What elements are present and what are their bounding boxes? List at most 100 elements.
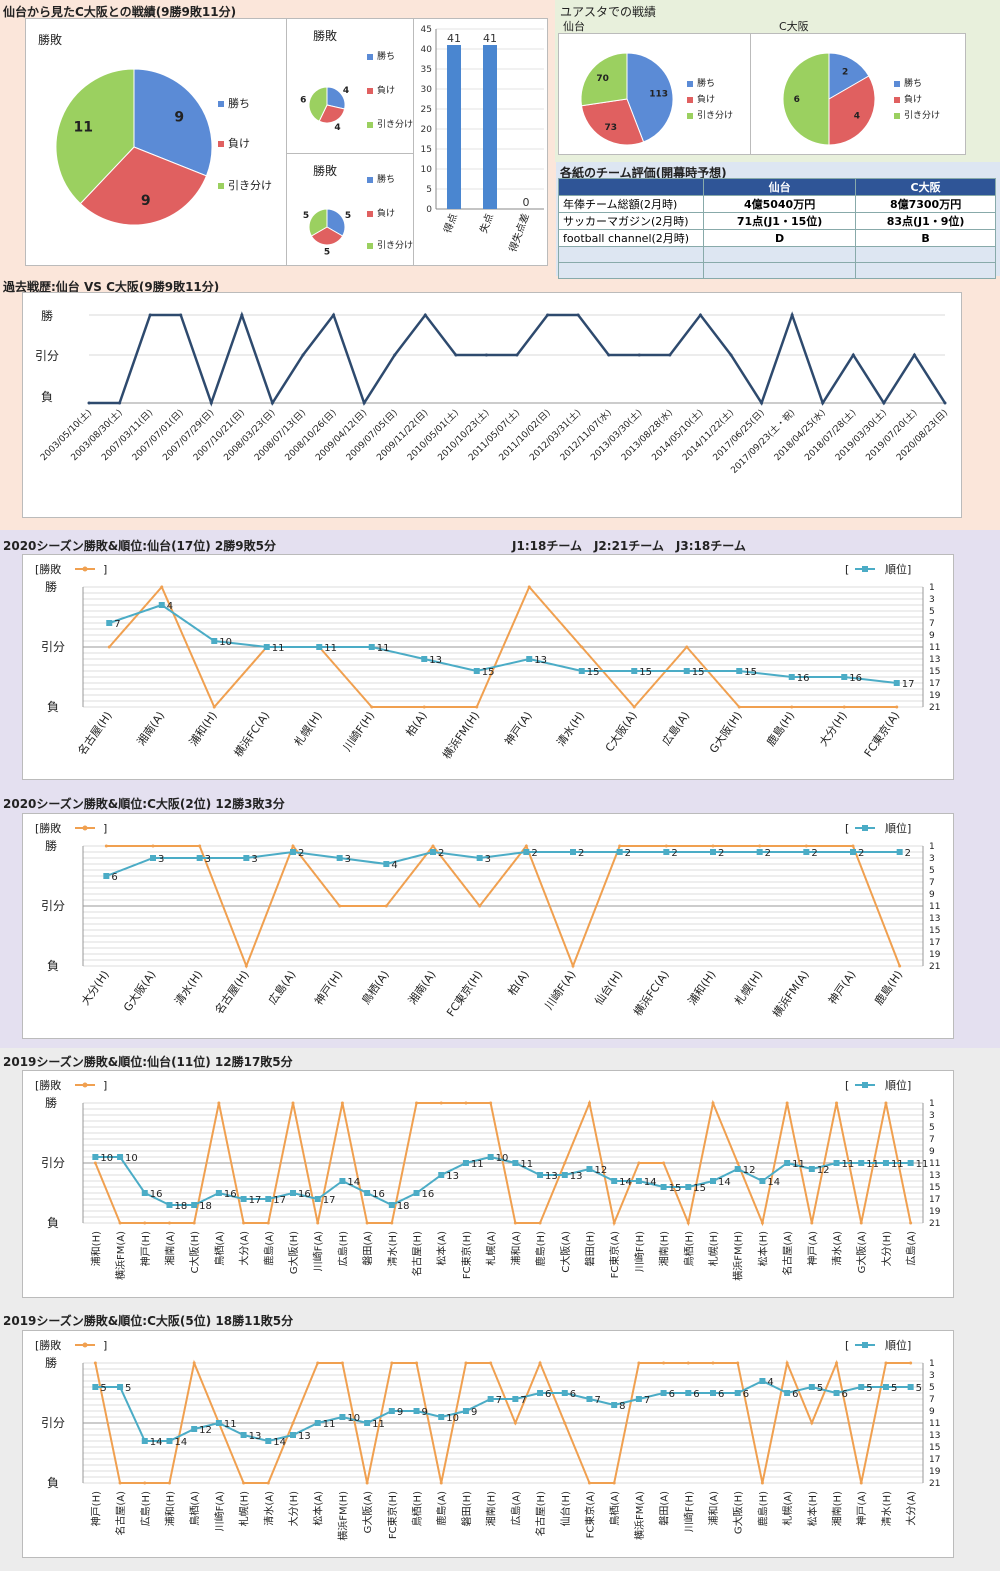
season-rank-tick-label: 15 <box>929 926 940 936</box>
season-opponent-label: FC東京(H) <box>386 1491 399 1539</box>
season-2020-cosaka-panel: 1 3 5 7 9 11 13 15 17 19 21 勝引分負 [勝敗][順位] 6 3 3 3 2 3 4 2 3 2 2… <box>22 813 954 1039</box>
evaluation-cell <box>855 246 996 263</box>
season-result-point <box>736 1361 740 1365</box>
season-result-point <box>422 705 426 709</box>
history-date-label: 2009/04/12(日) <box>313 407 369 463</box>
season-opponent-label: 浦和(H) <box>163 1491 176 1526</box>
season-rank-point <box>833 1390 840 1396</box>
evaluation-cell <box>702 262 857 279</box>
season-result-point <box>909 1361 913 1365</box>
goals-bar-chart: 0 5 10 15 20 25 30 35 40 45 41 得点 41 失点 0 得失点差 <box>421 25 544 254</box>
history-point <box>637 353 641 357</box>
season-rank-point <box>141 1438 148 1444</box>
history-date-label: 2010/10/23(土) <box>435 407 492 464</box>
small-pie-1-chart: 4 4 6 <box>300 86 349 133</box>
overall-pie-legend-loss: 負け <box>218 135 250 151</box>
season-result-point <box>160 585 164 589</box>
season-result-point <box>563 1161 567 1165</box>
season-legend-rank: 順位] <box>885 1338 911 1352</box>
season-rank-point <box>215 1190 222 1196</box>
season-opponent-label: G大阪(H) <box>732 1491 745 1534</box>
season-rank-point <box>893 680 900 686</box>
season-result-point <box>686 1221 690 1225</box>
pie-slice-win <box>626 52 674 143</box>
small-pie-1-legend-loss: 負け <box>367 83 395 96</box>
pie-label: 11 <box>74 120 93 136</box>
season-rank-label: 10 <box>446 1413 459 1424</box>
history-date-label: 2019/07/20(土) <box>863 407 920 464</box>
overall-pie-legend-draw: 引き分け <box>218 177 272 193</box>
season-rank-label: 16 <box>150 1189 163 1200</box>
pie-label: 6 <box>300 96 306 106</box>
season-result-point <box>835 1361 839 1365</box>
evaluation-row <box>558 262 996 279</box>
season-rank-label: 9 <box>397 1407 403 1418</box>
season-rank-point <box>833 1160 840 1166</box>
season-result-point <box>338 904 342 908</box>
season-result-point <box>151 844 155 848</box>
stadium-pie-sendai-legend-draw: 引き分け <box>687 108 733 121</box>
season-rank-label: 3 <box>345 854 351 865</box>
season-result-point <box>513 1221 517 1225</box>
season-rank-label: 11 <box>272 643 285 654</box>
season-opponent-label: 大分(A) <box>238 1231 251 1266</box>
season-opponent-label: 浦和(A) <box>707 1491 720 1526</box>
season-legend-rank-marker <box>862 1082 868 1088</box>
history-date-label: 2014/05/10(土) <box>649 407 706 464</box>
season-rank-label: 5 <box>916 1383 922 1394</box>
history-point <box>790 313 794 317</box>
season-opponent-label: 大分(H) <box>78 968 112 1008</box>
evaluation-cell <box>558 246 704 263</box>
season-opponent-label: 横浜FM(A) <box>114 1231 127 1280</box>
season-rank-label: 2 <box>811 848 817 859</box>
season-opponent-label: 川崎F(H) <box>682 1491 695 1532</box>
season-opponent-label: 札幌(H) <box>731 968 765 1008</box>
season-result-point <box>93 1361 97 1365</box>
evaluation-cell: 71点(J1・15位) <box>702 212 857 230</box>
season-opponent-label: 横浜FM(H) <box>439 709 482 762</box>
season-2019-sendai-title: 2019シーズン勝敗&順位:仙台(11位) 12勝17敗5分 <box>3 1055 293 1069</box>
season-rank-point <box>660 1184 667 1190</box>
season-opponent-label: 広島(A) <box>659 709 692 748</box>
season-rank-point <box>537 1390 544 1396</box>
season-rank-label: 16 <box>797 673 810 684</box>
season-rank-point <box>438 1172 445 1178</box>
season-opponent-label: 松本(H) <box>806 1491 819 1526</box>
season-rank-point <box>413 1190 420 1196</box>
season-rank-label: 11 <box>792 1159 805 1170</box>
season-opponent-label: 磐田(A) <box>658 1491 671 1526</box>
season-opponent-label: 横浜FC(A) <box>630 968 671 1019</box>
season-2019-cosaka-title: 2019シーズン勝敗&順位:C大阪(5位) 18勝11敗5分 <box>3 1314 294 1328</box>
season-rank-label: 2 <box>765 848 771 859</box>
season-opponent-label: FC東京(H) <box>443 968 485 1019</box>
bar-y-tick-label: 45 <box>421 25 432 35</box>
season-2019-cosaka-panel: 1 3 5 7 9 11 13 15 17 19 21 勝引分負 [勝敗][順位] 5 5 14 14 12 11 1… <box>22 1330 954 1558</box>
season-opponent-label: 大分(A) <box>905 1491 918 1526</box>
season-rank-tick-label: 17 <box>929 679 940 689</box>
season-result-point <box>842 705 846 709</box>
pie-slice-loss <box>310 226 344 246</box>
season-rank-point <box>166 1202 173 1208</box>
season-result-point <box>244 964 248 968</box>
season-opponent-label: 湘南(A) <box>405 968 438 1007</box>
season-rank-tick-label: 11 <box>929 1419 940 1429</box>
evaluation-header-cell: C大阪 <box>855 178 996 196</box>
season-rank-point <box>388 1408 395 1414</box>
season-rank-label: 13 <box>534 655 547 666</box>
season-rank-label: 14 <box>273 1437 286 1448</box>
season-result-point <box>431 844 435 848</box>
season-y-label: 引分 <box>41 899 65 913</box>
season-result-point <box>538 1221 542 1225</box>
pie-slice-win <box>326 86 346 110</box>
season-legend-result-marker <box>82 825 88 831</box>
evaluation-cell <box>855 262 996 279</box>
history-point <box>362 401 366 405</box>
season-opponent-label: 横浜FC(A) <box>231 709 272 760</box>
history-date-label: 2003/05/10(土) <box>38 407 95 464</box>
season-legend-rank-marker <box>862 1342 868 1348</box>
season-result-point <box>439 1481 443 1485</box>
season-rank-label: 15 <box>669 1183 682 1194</box>
